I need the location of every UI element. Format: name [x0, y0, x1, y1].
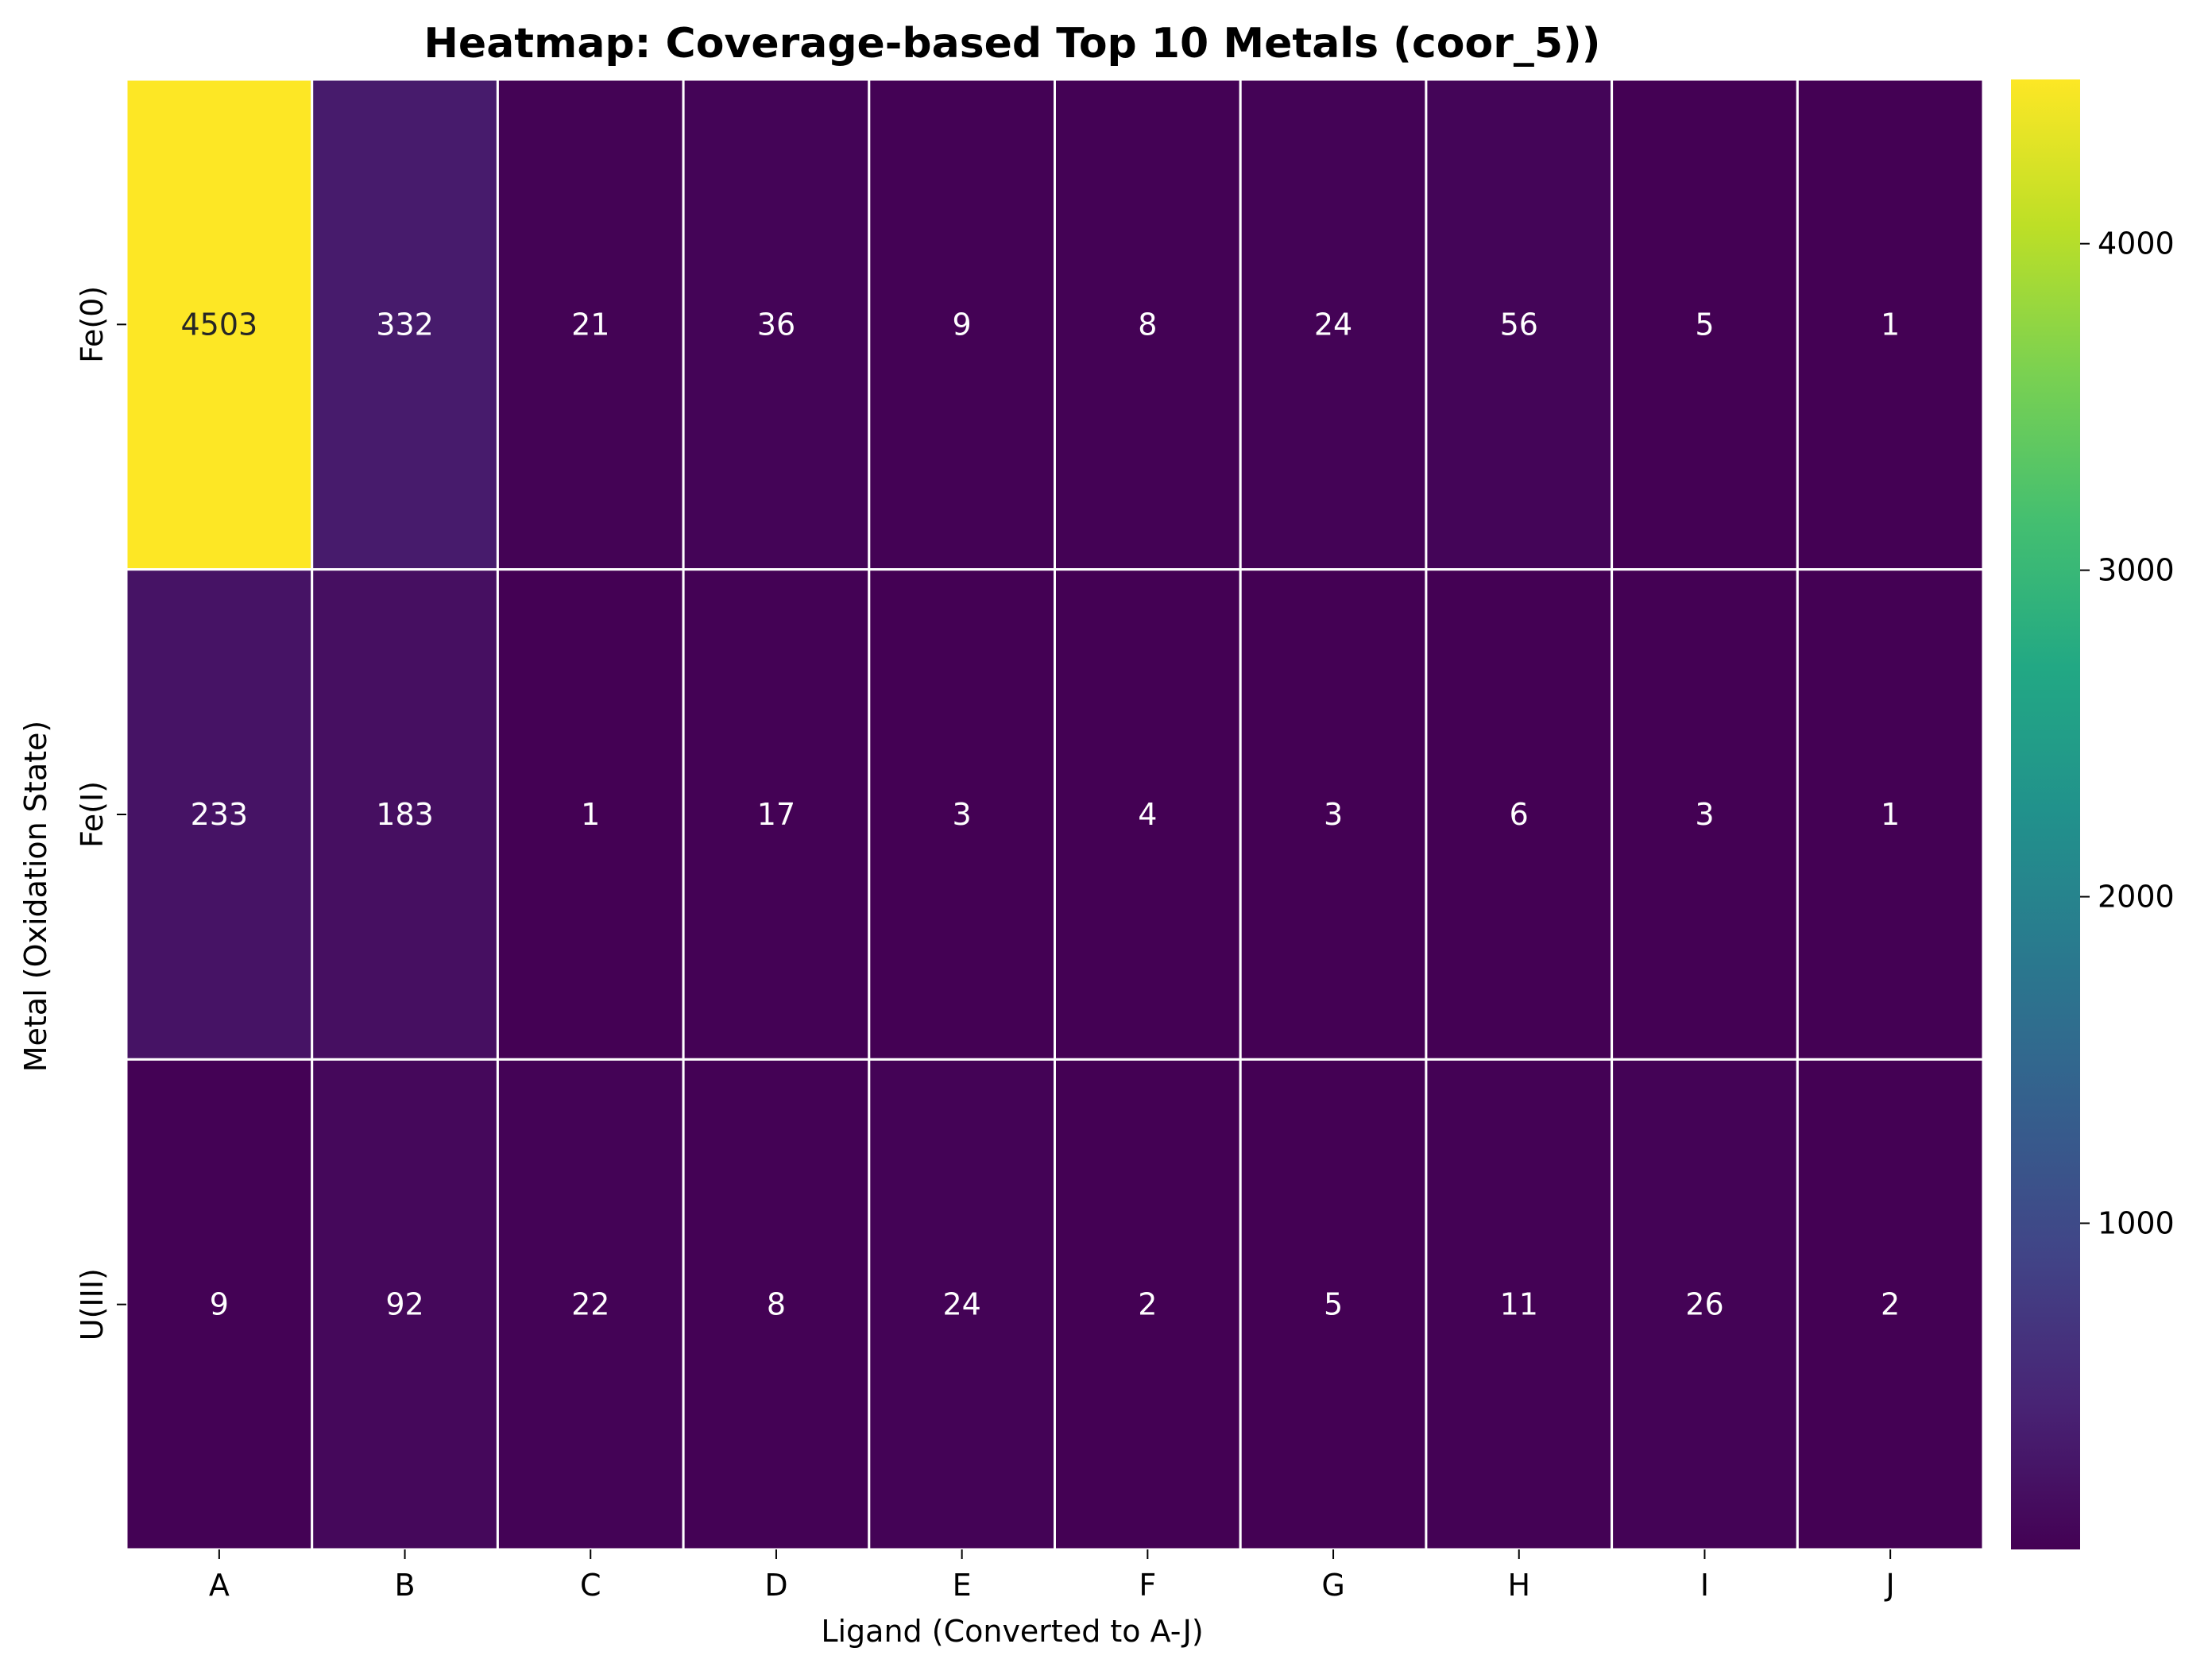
colorbar-tick-label: 4000 [2098, 226, 2175, 261]
y-axis-label: Metal (Oxidation State) [18, 721, 53, 1072]
cell-value-label: 183 [376, 797, 434, 832]
cell-value-label: 5 [1695, 307, 1714, 342]
heatmap-cell [311, 1058, 499, 1551]
heatmap-cell [496, 568, 685, 1061]
cell-value-label: 11 [1500, 1287, 1538, 1322]
y-axis: Fe(0) Fe(I) U(III) [75, 286, 126, 1340]
x-tick-label: C [580, 1568, 601, 1603]
heatmap-cell [1425, 78, 1614, 571]
cell-value-label: 56 [1500, 307, 1538, 342]
heatmap-cell [1239, 1058, 1428, 1551]
cell-value-label: 6 [1510, 797, 1529, 832]
cell-value-label: 24 [1314, 307, 1352, 342]
colorbar-ticks: 1000 2000 3000 4000 [2080, 226, 2175, 1240]
x-tick-label: G [1321, 1568, 1344, 1603]
cell-value-label: 5 [1324, 1287, 1343, 1322]
chart-title: Heatmap: Coverage-based Top 10 Metals (c… [423, 20, 1600, 68]
heatmap-cell [125, 78, 314, 571]
cell-value-label: 332 [376, 307, 434, 342]
y-tick-label: Fe(I) [75, 781, 110, 848]
cell-value-label: 21 [571, 307, 609, 342]
cell-value-label: 4 [1138, 797, 1157, 832]
cell-value-label: 8 [767, 1287, 786, 1322]
heatmap-cell [868, 568, 1057, 1061]
cell-value-label: 2 [1138, 1287, 1157, 1322]
heatmap-cell [682, 568, 871, 1061]
y-tick-label: Fe(0) [75, 286, 110, 363]
heatmap-cell [1796, 78, 1985, 571]
heatmap-cell [1425, 1058, 1614, 1551]
cell-value-label: 3 [953, 797, 972, 832]
heatmap-cell [1054, 78, 1242, 571]
heatmap-cell [1425, 568, 1614, 1061]
x-tick-label: A [209, 1568, 230, 1603]
cell-value-label: 36 [757, 307, 795, 342]
x-tick-label: I [1700, 1568, 1709, 1603]
cell-value-label: 9 [210, 1287, 229, 1322]
heatmap-cell [496, 1058, 685, 1551]
heatmap-cell [496, 78, 685, 571]
cell-value-label: 2 [1881, 1287, 1900, 1322]
heatmap-cell [311, 568, 499, 1061]
cell-value-label: 4503 [180, 307, 257, 342]
cell-value-label: 8 [1138, 307, 1157, 342]
x-tick-label: D [764, 1568, 787, 1603]
cell-value-label: 1 [581, 797, 600, 832]
cell-value-label: 17 [757, 797, 795, 832]
cell-value-label: 1 [1881, 797, 1900, 832]
cell-value-label: 9 [953, 307, 972, 342]
cell-value-label: 26 [1685, 1287, 1723, 1322]
colorbar-tick-label: 3000 [2098, 553, 2175, 588]
heatmap-cell [868, 1058, 1057, 1551]
heatmap-cell [1239, 568, 1428, 1061]
x-tick-label: J [1885, 1568, 1895, 1603]
cell-value-label: 3 [1324, 797, 1343, 832]
x-tick-label: H [1507, 1568, 1530, 1603]
cell-value-label: 92 [385, 1287, 423, 1322]
heatmap-cell [682, 78, 871, 571]
cell-value-label: 22 [571, 1287, 609, 1322]
cell-value-label: 3 [1695, 797, 1714, 832]
heatmap-cell [311, 78, 499, 571]
y-tick-label: U(III) [75, 1268, 110, 1340]
colorbar-tick-label: 2000 [2098, 880, 2175, 915]
cell-value-label: 24 [942, 1287, 980, 1322]
colorbar-tick-label: 1000 [2098, 1205, 2175, 1240]
x-tick-label: B [395, 1568, 416, 1603]
heatmap-cell [1611, 568, 1799, 1061]
x-axis: A B C D E F G H I J [209, 1549, 1895, 1603]
x-axis-label: Ligand (Converted to A-J) [821, 1614, 1203, 1649]
heatmap-cell [1054, 568, 1242, 1061]
heatmap-cell [868, 78, 1057, 571]
colorbar [2011, 79, 2080, 1549]
heatmap-cell [1796, 1058, 1985, 1551]
heatmap-cell [125, 1058, 314, 1551]
cell-value-label: 233 [191, 797, 249, 832]
cell-value-label: 1 [1881, 307, 1900, 342]
heatmap-cell [1796, 568, 1985, 1061]
x-tick-label: E [953, 1568, 972, 1603]
x-tick-label: F [1139, 1568, 1156, 1603]
heatmap-cell [1611, 1058, 1799, 1551]
